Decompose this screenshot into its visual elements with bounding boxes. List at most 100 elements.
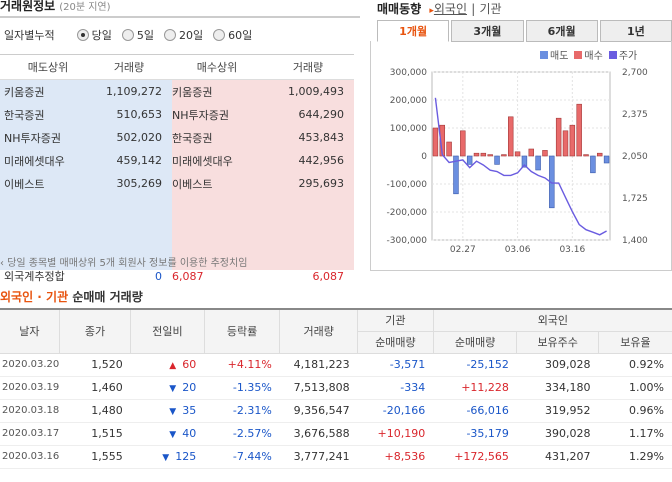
tab-period[interactable]: 3개월	[451, 20, 524, 42]
cell-diff: ▼ 20	[130, 376, 205, 400]
net-trade-title: 외국인 · 기관 순매매 거래량	[0, 288, 143, 305]
period-radio[interactable]: 5일	[121, 27, 154, 43]
sell-member[interactable]: NH투자증권	[4, 131, 61, 145]
buy-bar	[432, 127, 439, 157]
sell-member[interactable]: 한국증권	[4, 108, 45, 122]
tab-period[interactable]: 6개월	[525, 20, 598, 42]
table-row: 2020.03.19 1,460 ▼ 20 -1.35% 7,513,808 -334 +11…	[0, 376, 672, 400]
tab-period[interactable]: 1년	[599, 20, 672, 42]
cell-date: 2020.03.17	[0, 422, 60, 446]
y-right-tick: 2,375	[622, 110, 648, 120]
buy-bar	[542, 150, 548, 157]
th-volume: 거래량	[279, 308, 358, 354]
sell-bg	[0, 80, 172, 270]
cell-close: 1,520	[59, 353, 131, 377]
inst-link[interactable]: 기관	[479, 2, 502, 16]
period-radio[interactable]: 당일	[76, 27, 112, 43]
cell-frgn-hold: 390,028	[516, 422, 599, 446]
cell-rate: -1.35%	[204, 376, 280, 400]
buy-volume: 644,290	[298, 108, 345, 121]
period-selector: 일자별누적 당일 5일 20일 60일	[0, 24, 360, 46]
foreign-buy-name: 6,087	[172, 269, 204, 283]
cell-frgn-net: +11,228	[433, 376, 517, 400]
radio-icon[interactable]	[163, 29, 176, 41]
price-line	[434, 97, 607, 236]
estimate-note: ‹ 당일 종목별 매매상위 5개 회원사 정보를 이용한 추정치임	[0, 258, 248, 269]
cell-diff: ▲ 60	[130, 353, 205, 377]
cell-volume: 3,676,588	[279, 422, 358, 446]
trend-title: 매매동향	[377, 2, 422, 16]
cell-date: 2020.03.18	[0, 399, 60, 423]
buy-member[interactable]: 키움증권	[172, 85, 213, 99]
sell-bar	[521, 155, 528, 168]
down-arrow-icon: ▼	[162, 453, 170, 463]
buy-bg	[172, 80, 354, 270]
cell-frgn-net: -25,152	[433, 353, 517, 377]
th-diff: 전일비	[130, 308, 205, 354]
member-row: 미래에셋대우 459,142 미래에셋대우 442,956	[0, 149, 354, 172]
y-left-tick: -100,000	[387, 180, 428, 190]
legend-label: 매수	[584, 51, 603, 62]
y-right-tick: 2,050	[622, 152, 648, 162]
cell-diff: ▼ 40	[130, 422, 205, 446]
sell-volume: 305,269	[116, 177, 163, 190]
cell-diff: ▼ 35	[130, 399, 205, 423]
net-trade-table: 날자 종가 전일비 등락률 거래량 기관 외국인 순매매량 순매매량 보유주수 …	[0, 308, 672, 469]
radio-icon[interactable]	[76, 29, 89, 41]
legend-swatch	[540, 51, 548, 59]
arrow-icon: ▸	[429, 6, 434, 16]
estimate-note-text: 당일 종목별 매매상위 5개 회원사 정보를 이용한 추정치임	[7, 258, 248, 269]
legend-label: 주가	[618, 51, 638, 62]
cell-inst-net: -334	[357, 376, 434, 400]
buy-volume: 295,693	[298, 177, 345, 190]
buy-member[interactable]: 미래에셋대우	[172, 154, 233, 168]
radio-icon[interactable]	[121, 29, 134, 41]
cell-date: 2020.03.20	[0, 353, 60, 377]
cell-volume: 4,181,223	[279, 353, 358, 377]
radio-icon[interactable]	[213, 29, 226, 41]
title-sep: ·	[33, 290, 47, 304]
buy-member[interactable]: 이베스트	[172, 177, 213, 191]
sell-bar	[603, 155, 610, 164]
th-group-inst: 기관	[357, 308, 434, 332]
cell-frgn-hold: 319,952	[516, 399, 599, 423]
title-inst: 기관	[46, 290, 69, 304]
chart-legend: 매도 매수 주가	[540, 47, 637, 62]
y-left-tick: -200,000	[387, 208, 428, 218]
y-left-tick: -300,000	[387, 236, 428, 246]
accum-label: 일자별누적	[4, 29, 55, 42]
foreign-link[interactable]: 외국인	[433, 2, 468, 16]
th-frgn-ratio: 보유율	[597, 331, 672, 354]
buy-member[interactable]: NH투자증권	[172, 108, 229, 122]
buy-volume: 1,009,493	[288, 85, 344, 98]
cell-date: 2020.03.19	[0, 376, 60, 400]
cell-inst-net: -20,166	[357, 399, 434, 423]
sell-member[interactable]: 키움증권	[4, 85, 45, 99]
y-right-tick: 2,700	[622, 68, 648, 78]
tab-period[interactable]: 1개월	[377, 20, 450, 42]
th-frgn-net: 순매매량	[432, 331, 517, 354]
up-arrow-icon: ▲	[169, 361, 177, 371]
cell-rate: -7.44%	[204, 445, 280, 469]
member-row: 키움증권 1,109,272 키움증권 1,009,493	[0, 80, 354, 103]
legend-swatch	[608, 51, 617, 59]
buy-bar	[487, 154, 493, 157]
buy-member[interactable]: 한국증권	[172, 131, 213, 145]
y-right-tick: 1,400	[622, 236, 648, 246]
title-rest: 순매매 거래량	[68, 290, 143, 304]
sell-volume: 502,020	[116, 131, 163, 144]
member-table: 매도상위 거래량 매수상위 거래량 키움증권 1,109,272 키움증권 1,009…	[0, 54, 354, 283]
cell-diff: ▼ 125	[130, 445, 205, 469]
table-row: 2020.03.16 1,555 ▼ 125 -7.44% 3,777,241 +8,536…	[0, 445, 672, 469]
sell-volume: 459,142	[116, 154, 163, 167]
sell-member[interactable]: 미래에셋대우	[4, 154, 65, 168]
period-radio[interactable]: 60일	[213, 27, 252, 43]
cell-close: 1,515	[59, 422, 131, 446]
foreign-buy: 6,087	[312, 269, 345, 283]
buy-volume: 453,843	[298, 131, 345, 144]
period-radio[interactable]: 20일	[163, 27, 203, 43]
sell-member[interactable]: 이베스트	[4, 177, 45, 191]
th-close: 종가	[58, 308, 131, 354]
period-radio-label: 5일	[136, 29, 154, 42]
cell-inst-net: +8,536	[357, 445, 434, 469]
